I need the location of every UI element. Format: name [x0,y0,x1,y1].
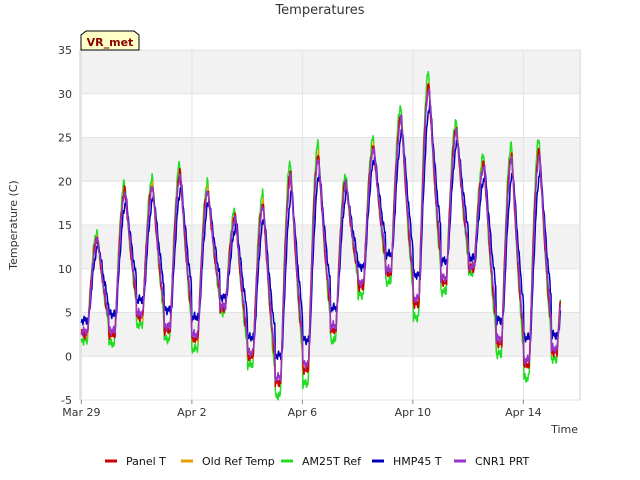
band [81,225,579,269]
y-axis-title: Temperature (C) [7,180,20,270]
legend-label: Old Ref Temp [202,455,275,468]
y-tick-label: 15 [58,219,72,232]
band [81,50,579,94]
y-tick-label: 25 [58,132,72,145]
legend-label: AM25T Ref [302,455,362,468]
x-tick-label: Apr 6 [288,406,318,419]
y-tick-label: 10 [58,263,72,276]
y-tick-label: 30 [58,88,72,101]
x-tick-label: Apr 14 [505,406,542,419]
x-axis-title: Time [550,423,578,436]
band [81,137,579,182]
y-axis-ticks: -5 0 5 10 15 20 25 30 35 [58,44,72,407]
x-tick-label: Mar 29 [62,406,100,419]
chart-title: Temperatures [274,3,364,18]
y-tick-label: 20 [58,175,72,188]
x-axis-ticks: Mar 29 Apr 2 Apr 6 Apr 10 Apr 14 [62,400,542,419]
site-badge-label: VR_met [87,36,134,49]
y-tick-label: 35 [58,44,72,57]
y-tick-label: -5 [61,394,72,407]
site-badge: VR_met [80,30,140,51]
x-tick-label: Apr 2 [177,406,207,419]
series-line-4 [81,88,562,382]
series-lines [80,70,562,401]
legend: Panel T Old Ref Temp AM25T Ref HMP45 T CNR1 … [105,455,530,468]
legend-label: Panel T [126,455,166,468]
x-tick-label: Apr 10 [395,406,432,419]
y-tick-label: 5 [65,307,72,320]
y-tick-label: 0 [65,350,72,363]
legend-label: HMP45 T [393,455,442,468]
legend-label: CNR1 PRT [475,455,530,468]
